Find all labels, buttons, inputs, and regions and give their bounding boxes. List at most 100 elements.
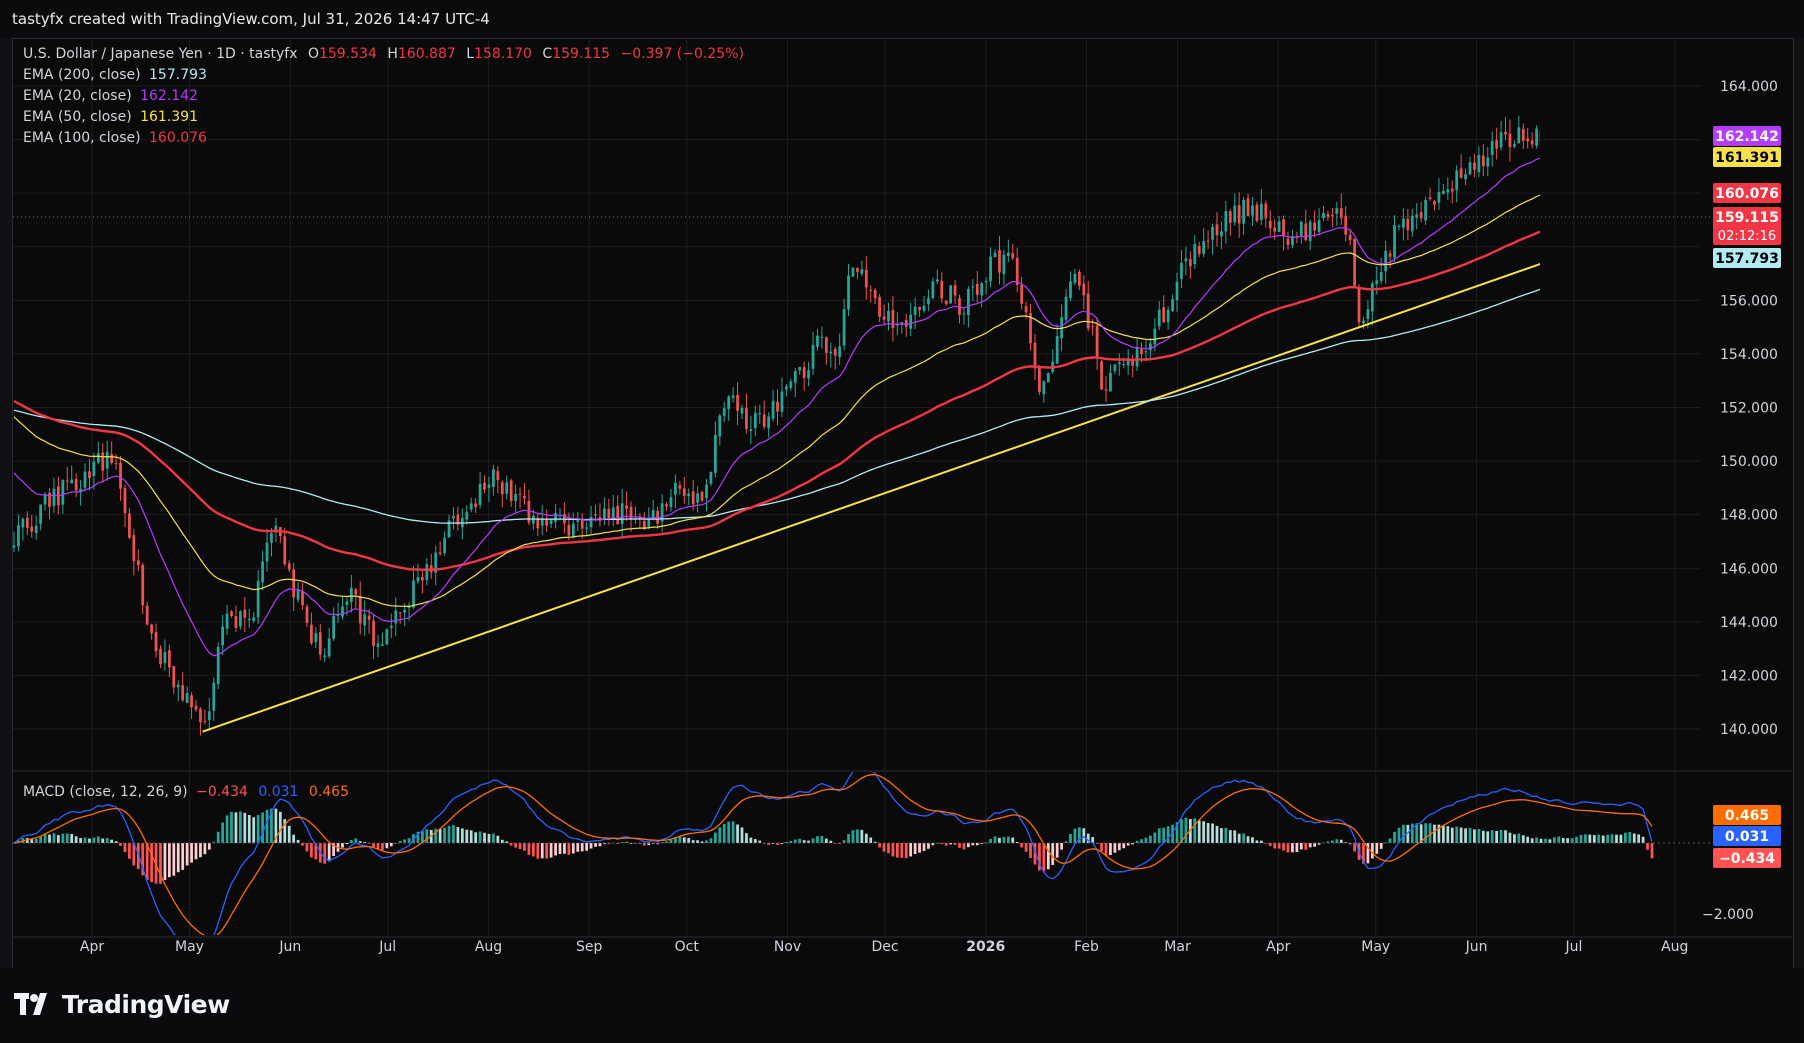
macd-bar [1073,828,1077,843]
macd-bar [136,843,140,870]
macd-bar [895,843,899,858]
macd-bar [1397,827,1401,843]
macd-bar [851,830,855,843]
candle [736,382,739,426]
price-tick-label: 146.000 [1720,561,1778,577]
macd-bar [1566,838,1570,843]
macd-bar [1579,834,1583,843]
symbol-legend: U.S. Dollar / Japanese Yen · 1D · tastyf… [23,46,744,62]
macd-bar [1233,830,1237,843]
candle [611,495,615,527]
candle [1064,289,1068,322]
candle [1339,193,1343,226]
candle [136,549,140,572]
candle [478,471,482,509]
candle [816,329,819,351]
candle [412,565,415,610]
ema20-price-tag: 162.142 [1713,126,1781,146]
macd-bar [1646,843,1649,850]
candle [1553,107,1556,143]
candle [385,628,389,646]
macd-bar [1215,825,1219,843]
macd-bar [1424,823,1427,843]
candle [301,582,304,610]
macd-bar [1548,839,1552,843]
candle [1268,210,1272,236]
candle [873,288,877,305]
candle [953,279,957,304]
candle [1549,130,1552,140]
candle [793,368,797,398]
macd-bar [1473,829,1476,843]
macd-bar [1628,831,1632,843]
macd-bar [128,843,131,859]
macd-bar [92,837,96,843]
macd-bar [492,833,495,843]
time-tick-label: Aug [475,939,502,955]
macd-bar [1370,843,1374,859]
macd-bar [61,833,65,843]
macd-bar [1393,831,1396,843]
macd-bar [563,843,566,854]
candle [1224,200,1228,244]
macd-bar [79,838,82,843]
macd-bar [43,833,47,843]
candle [190,691,193,719]
candle [1419,201,1423,223]
macd-bar [1126,843,1130,846]
candle [580,513,584,539]
macd-bar [1166,826,1170,843]
macd-bar [283,819,287,843]
macd-bar [554,843,557,856]
macd-bar [678,836,682,843]
time-tick-label: May [175,939,204,955]
macd-bar [332,843,335,856]
macd-bar [1379,843,1383,849]
candle [1317,208,1321,234]
candle [678,481,682,495]
candle [545,509,549,532]
macd-bar [1064,841,1068,843]
candle [150,623,153,640]
candle [1633,79,1636,119]
candle [1166,306,1170,330]
price-tick-label: 144.000 [1720,615,1778,631]
candle [283,527,287,567]
macd-bar [447,825,451,843]
candle [1104,375,1108,403]
candle [447,514,451,538]
macd-bar [727,821,731,843]
macd-bar [323,843,327,864]
macd-bar [1020,843,1024,848]
macd-bar [265,809,269,843]
macd-bar [261,812,264,843]
candle [1415,203,1419,230]
macd-bar [141,843,145,876]
candle [34,515,38,540]
macd-bar [931,843,935,846]
macd-bar [505,841,509,843]
trendline[interactable] [202,185,1766,733]
candle [713,421,717,478]
candle [1042,380,1046,403]
macd-bar [1268,843,1272,847]
macd-bar [540,843,544,859]
macd-bar [1086,833,1090,843]
candle [327,627,331,659]
candle [984,277,988,295]
candle [358,581,362,635]
macd-bar [1544,838,1547,843]
candle [824,336,828,365]
macd-bar [159,843,162,884]
candle [718,413,722,446]
macd-bar [749,837,753,843]
candle [1450,180,1454,204]
macd-bar [1410,823,1414,843]
macd-bar [1526,836,1530,843]
candle [83,463,87,492]
candle [1051,349,1055,374]
macd-bar [824,838,828,843]
macd-bar [1149,835,1152,843]
candle [1544,128,1547,154]
